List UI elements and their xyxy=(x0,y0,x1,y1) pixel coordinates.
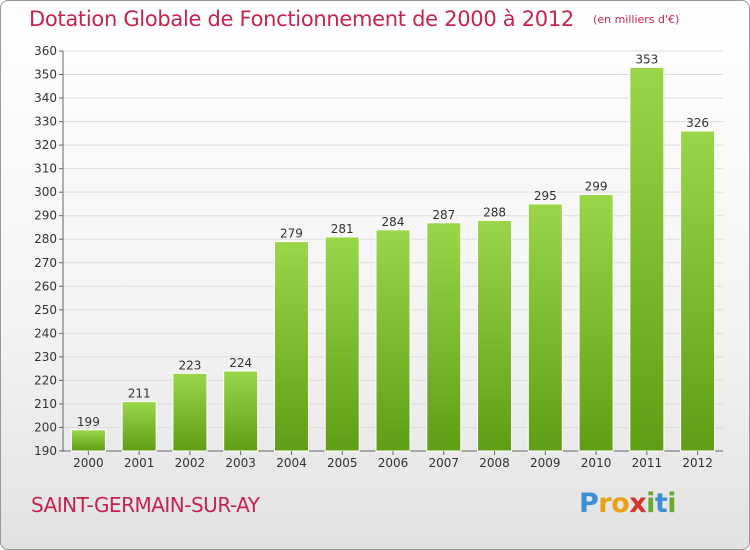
chart-title: Dotation Globale de Fonctionnement de 20… xyxy=(29,7,574,31)
logo-letter: r xyxy=(598,488,612,519)
x-tick-label: 2002 xyxy=(175,456,206,470)
title-row: Dotation Globale de Fonctionnement de 20… xyxy=(29,7,679,31)
bar xyxy=(172,372,208,452)
y-tick-label: 200 xyxy=(34,420,57,434)
y-tick-label: 360 xyxy=(34,44,57,58)
bar xyxy=(477,219,513,452)
data-label: 284 xyxy=(382,215,405,229)
x-tick-label: 2008 xyxy=(479,456,510,470)
bar xyxy=(273,241,309,452)
y-tick-label: 290 xyxy=(34,209,57,223)
y-tick-label: 270 xyxy=(34,256,57,270)
x-tick-label: 2009 xyxy=(530,456,561,470)
x-tick-label: 2005 xyxy=(327,456,358,470)
x-tick-label: 2007 xyxy=(428,456,459,470)
bar xyxy=(426,222,462,452)
data-label: 353 xyxy=(635,52,658,66)
proxiti-logo: Proxiti xyxy=(579,488,677,519)
data-label: 279 xyxy=(280,227,303,241)
y-tick-label: 250 xyxy=(34,303,57,317)
data-label: 295 xyxy=(534,189,557,203)
bar xyxy=(578,194,614,452)
x-tick-label: 2006 xyxy=(378,456,409,470)
y-tick-label: 190 xyxy=(34,444,57,458)
y-tick-label: 260 xyxy=(34,279,57,293)
x-tick-label: 2004 xyxy=(276,456,307,470)
bar xyxy=(629,66,665,452)
bar xyxy=(680,130,716,452)
y-tick-label: 220 xyxy=(34,373,57,387)
bar xyxy=(223,370,259,452)
y-tick-label: 230 xyxy=(34,350,57,364)
data-label: 287 xyxy=(432,208,455,222)
x-tick-label: 2001 xyxy=(124,456,155,470)
logo-letter: P xyxy=(579,488,599,519)
bar xyxy=(324,236,360,452)
logo-letter: o xyxy=(611,488,630,519)
data-label: 299 xyxy=(585,180,608,194)
bar xyxy=(375,229,411,452)
x-tick-label: 2012 xyxy=(682,456,713,470)
y-tick-label: 240 xyxy=(34,326,57,340)
logo-letter: i xyxy=(646,488,655,519)
chart-subtitle: (en milliers d'€) xyxy=(593,13,680,26)
y-tick-label: 300 xyxy=(34,185,57,199)
y-tick-label: 340 xyxy=(34,91,57,105)
y-tick-label: 310 xyxy=(34,162,57,176)
data-label: 288 xyxy=(483,205,506,219)
y-tick-label: 210 xyxy=(34,397,57,411)
data-label: 211 xyxy=(128,387,151,401)
y-tick-label: 350 xyxy=(34,68,57,82)
data-label: 281 xyxy=(331,222,354,236)
x-tick-label: 2010 xyxy=(581,456,612,470)
data-label: 223 xyxy=(178,358,201,372)
commune-name: SAINT-GERMAIN-SUR-AY xyxy=(31,493,260,517)
x-tick-label: 2011 xyxy=(632,456,663,470)
logo-letter: t xyxy=(654,488,668,519)
x-tick-label: 2000 xyxy=(73,456,104,470)
logo-letter: i xyxy=(667,488,677,519)
data-label: 199 xyxy=(77,415,100,429)
data-label: 224 xyxy=(229,356,252,370)
y-tick-label: 320 xyxy=(34,138,57,152)
x-tick-label: 2003 xyxy=(225,456,256,470)
data-label: 326 xyxy=(686,116,709,130)
bar xyxy=(121,401,157,452)
bar xyxy=(527,203,563,452)
y-tick-label: 280 xyxy=(34,232,57,246)
bar xyxy=(70,429,106,452)
logo-letter: x xyxy=(629,488,647,519)
y-tick-label: 330 xyxy=(34,115,57,129)
